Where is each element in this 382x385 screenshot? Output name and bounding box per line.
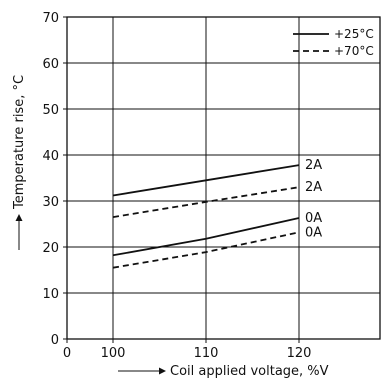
y-tick-label-30: 30 (42, 195, 59, 210)
x-tick-label-110: 110 (194, 346, 219, 361)
series-line-0 (112, 164, 300, 197)
grid-layer (67, 17, 380, 339)
series-label-1: 2A (305, 180, 322, 195)
y-tick-label-20: 20 (42, 241, 59, 256)
y-tick-label-10: 10 (42, 287, 59, 302)
tick-layer: 0 10 20 30 40 50 60 70 0 100 110 120 (42, 11, 311, 361)
y-tick-label-50: 50 (42, 103, 59, 118)
y-axis-arrow-head (15, 214, 23, 221)
series-layer (112, 164, 300, 269)
legend-label-0: +25°C (334, 27, 374, 41)
y-axis-title: Temperature rise, °C (12, 75, 27, 210)
series-line-1 (112, 186, 300, 218)
series-line-2 (112, 217, 300, 257)
y-tick-label-60: 60 (42, 57, 59, 72)
frame-layer (66, 16, 381, 340)
series-label-2: 0A (305, 211, 322, 226)
series-line-3 (112, 231, 300, 269)
y-axis-title-group: Temperature rise, °C (12, 75, 27, 250)
y-tick-label-0: 0 (51, 333, 59, 348)
x-tick-label-120: 120 (287, 346, 312, 361)
y-tick-label-40: 40 (42, 149, 59, 164)
x-axis-title: Coil applied voltage, %V (170, 364, 329, 379)
x-axis-arrow-head (159, 367, 166, 375)
series-label-0: 2A (305, 158, 322, 173)
legend-layer: +25°C +70°C (293, 27, 374, 58)
y-tick-label-70: 70 (42, 11, 59, 26)
legend-label-1: +70°C (334, 44, 374, 58)
series-label-3: 0A (305, 225, 322, 240)
x-tick-label-0: 0 (63, 346, 71, 361)
x-tick-label-100: 100 (101, 346, 126, 361)
plot-frame (66, 16, 381, 340)
